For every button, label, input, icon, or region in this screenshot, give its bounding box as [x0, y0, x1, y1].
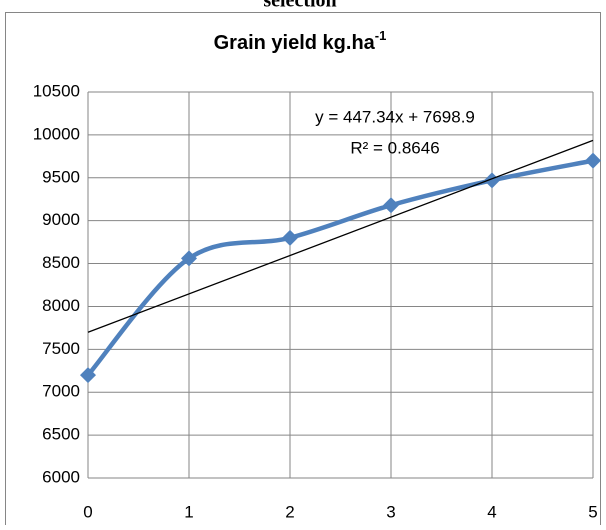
y-tick-label: 8500 [42, 253, 80, 272]
y-tick-label: 10000 [33, 124, 80, 143]
y-tick-label: 7500 [42, 339, 80, 358]
trendline-r-squared: R² = 0.8646 [350, 138, 439, 157]
y-tick-label: 10500 [33, 81, 80, 100]
x-tick-label: 3 [386, 502, 395, 521]
y-tick-label: 7000 [42, 382, 80, 401]
page-heading: selection [263, 0, 336, 12]
chart-title: Grain yield kg.ha-1 [214, 28, 387, 54]
x-tick-label: 5 [588, 502, 597, 521]
marker [383, 197, 399, 214]
x-tick-label: 1 [184, 502, 193, 521]
marker [181, 250, 197, 267]
series-line [86, 158, 594, 377]
y-tick-label: 9500 [42, 167, 80, 186]
x-tick-label: 2 [285, 502, 294, 521]
chart-border [5, 12, 601, 530]
x-tick-label: 4 [487, 502, 496, 521]
y-tick-label: 6500 [42, 425, 80, 444]
marker [282, 229, 298, 246]
trendline [87, 139, 594, 333]
x-tick-label: 0 [83, 502, 92, 521]
trendline-equation: y = 447.34x + 7698.9 [315, 107, 475, 126]
marker [484, 172, 500, 189]
y-tick-label: 9000 [42, 210, 80, 229]
y-tick-label: 8000 [42, 296, 80, 315]
marker [585, 152, 601, 169]
marker [80, 367, 96, 384]
y-tick-label: 6000 [42, 467, 80, 486]
